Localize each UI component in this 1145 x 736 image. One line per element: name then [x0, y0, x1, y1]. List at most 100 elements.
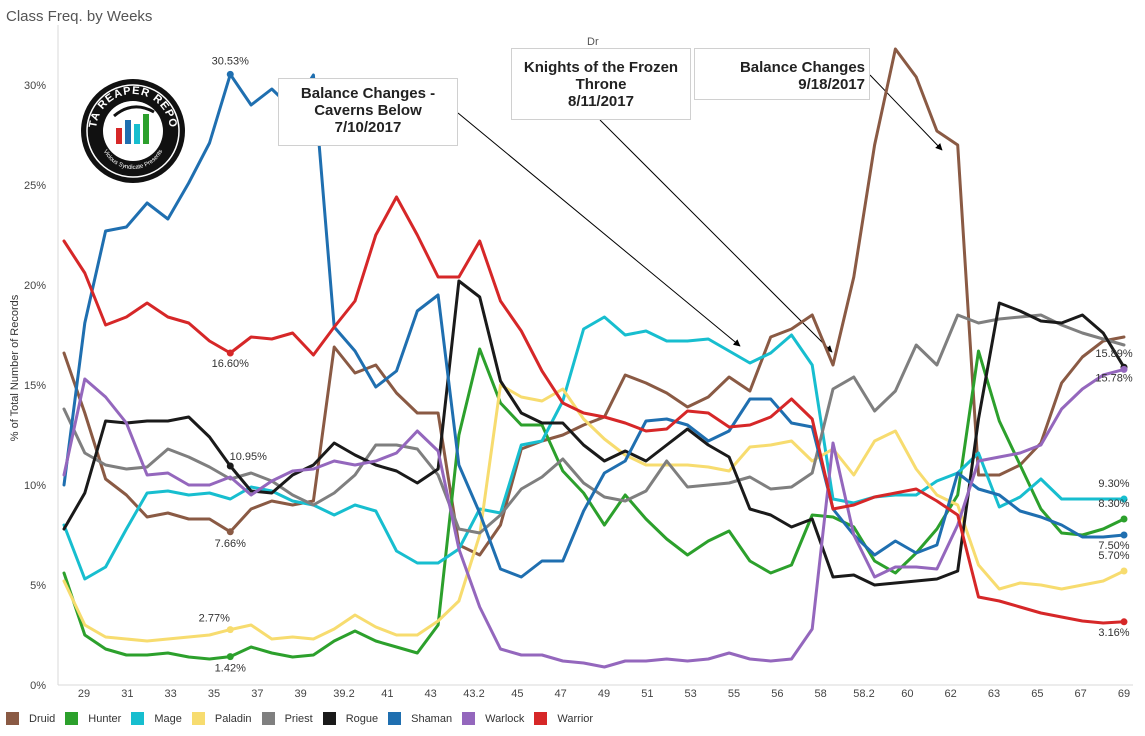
- annotation-balance-changes-sept: Balance Changes 9/18/2017: [694, 48, 870, 100]
- y-axis-label: % of Total Number of Records: [9, 294, 21, 441]
- x-tick-label: 63: [988, 688, 1000, 700]
- legend-label: Mage: [154, 712, 182, 725]
- series-line-warlock: [62, 367, 1126, 669]
- legend-item-mage[interactable]: Mage: [131, 712, 182, 725]
- y-tick-label: 5%: [30, 580, 46, 592]
- x-tick-label: 49: [598, 688, 610, 700]
- legend-swatch: [6, 712, 19, 725]
- legend-swatch: [534, 712, 548, 725]
- data-point: [1120, 515, 1128, 523]
- legend-item-shaman[interactable]: Shaman: [388, 712, 452, 725]
- data-label: 9.30%: [1098, 478, 1129, 490]
- data-point: [226, 528, 234, 536]
- y-tick-label: 0%: [30, 680, 46, 692]
- legend-item-priest[interactable]: Priest: [261, 712, 313, 725]
- legend-item-hunter[interactable]: Hunter: [65, 712, 121, 725]
- annotation-line: Knights of the Frozen: [523, 59, 679, 76]
- legend-item-warlock[interactable]: Warlock: [462, 712, 524, 725]
- x-tick-label: 43: [425, 688, 437, 700]
- legend-swatch: [322, 712, 336, 725]
- x-tick-label: 41: [381, 688, 393, 700]
- x-tick-label: 58: [815, 688, 827, 700]
- data-label: 15.89%: [1095, 348, 1133, 360]
- data-point: [226, 70, 234, 78]
- y-axis-ticks: 0% 5% 10% 15% 20% 25% 30%: [24, 80, 46, 692]
- data-label: 8.30%: [1098, 498, 1129, 510]
- annotation-line: 7/10/2017: [334, 119, 402, 136]
- x-tick-label: 37: [251, 688, 263, 700]
- data-label: 7.50%: [1098, 540, 1129, 552]
- legend-swatch: [65, 712, 79, 725]
- y-tick-label: 15%: [24, 380, 46, 392]
- legend-swatch: [191, 712, 205, 725]
- x-tick-label: 62: [945, 688, 957, 700]
- data-point: [226, 653, 234, 661]
- data-point: [226, 626, 234, 634]
- legend-swatch: [261, 712, 275, 725]
- data-point: [1120, 531, 1128, 539]
- annotation-line: Balance Changes: [739, 59, 865, 76]
- x-tick-label: 53: [685, 688, 697, 700]
- data-labels: 30.53% 16.60% 10.95% 7.66% 2.77% 1.42% 15.89% 1…: [199, 55, 1133, 674]
- x-tick-label: 45: [511, 688, 523, 700]
- series-line-paladin: [62, 383, 1126, 643]
- series-line-warrior: [62, 195, 1126, 625]
- data-label: 3.16%: [1098, 627, 1129, 639]
- chart-subtitle: Dr: [587, 36, 599, 48]
- data-label: 30.53%: [212, 55, 250, 67]
- data-label: 16.60%: [212, 358, 250, 370]
- x-tick-label: 35: [208, 688, 220, 700]
- annotation-arrows: [457, 74, 943, 353]
- x-tick-label: 39.2: [333, 688, 354, 700]
- x-tick-label: 51: [641, 688, 653, 700]
- data-point: [1120, 618, 1128, 626]
- x-tick-label: 31: [121, 688, 133, 700]
- gridlines: [57, 25, 1133, 686]
- series-lines: [62, 47, 1126, 669]
- annotation-balance-changes-caverns: Balance Changes - Caverns Below 7/10/201…: [278, 78, 458, 146]
- data-label: 7.66%: [215, 538, 246, 550]
- annotation-line: Throne: [575, 76, 627, 93]
- data-label: 10.95%: [230, 451, 268, 463]
- x-tick-label: 47: [555, 688, 567, 700]
- y-tick-label: 10%: [24, 480, 46, 492]
- annotation-knights-frozen-throne: Knights of the Frozen Throne 8/11/2017: [511, 48, 691, 120]
- y-tick-label: 25%: [24, 180, 46, 192]
- x-tick-label: 65: [1031, 688, 1043, 700]
- x-tick-label: 33: [165, 688, 177, 700]
- legend-item-warrior[interactable]: Warrior: [534, 712, 593, 725]
- legend: Druid Hunter Mage Paladin Priest Rogue Shaman W…: [6, 712, 603, 725]
- chart-title: Class Freq. by Weeks: [6, 8, 153, 25]
- data-label: 15.78%: [1095, 372, 1133, 384]
- data-point: [1120, 365, 1128, 373]
- legend-label: Shaman: [411, 712, 453, 725]
- legend-item-druid[interactable]: Druid: [6, 712, 55, 725]
- x-tick-label: 29: [78, 688, 90, 700]
- series-endpoints: [226, 70, 1128, 661]
- data-point: [226, 349, 234, 357]
- x-tick-label: 69: [1118, 688, 1130, 700]
- legend-item-paladin[interactable]: Paladin: [191, 712, 252, 725]
- annotation-line: Caverns Below: [314, 102, 422, 119]
- legend-swatch: [388, 712, 402, 725]
- x-tick-label: 67: [1075, 688, 1087, 700]
- x-tick-label: 43.2: [463, 688, 484, 700]
- x-tick-label: 58.2: [853, 688, 874, 700]
- legend-item-rogue[interactable]: Rogue: [322, 712, 379, 725]
- annotation-line: Balance Changes -: [300, 85, 436, 102]
- legend-label: Paladin: [214, 712, 252, 725]
- y-tick-label: 20%: [24, 280, 46, 292]
- data-point: [226, 462, 234, 470]
- legend-label: Hunter: [88, 712, 122, 725]
- data-label: 1.42%: [215, 663, 246, 675]
- data-label: 2.77%: [199, 613, 230, 625]
- legend-label: Warlock: [485, 712, 525, 725]
- series-line-druid: [62, 47, 1126, 557]
- legend-label: Warrior: [557, 712, 594, 725]
- y-tick-label: 30%: [24, 80, 46, 92]
- annotation-arrow-3: [869, 74, 943, 151]
- legend-label: Rogue: [345, 712, 379, 725]
- series-line-mage: [62, 315, 1126, 581]
- legend-swatch: [462, 712, 476, 725]
